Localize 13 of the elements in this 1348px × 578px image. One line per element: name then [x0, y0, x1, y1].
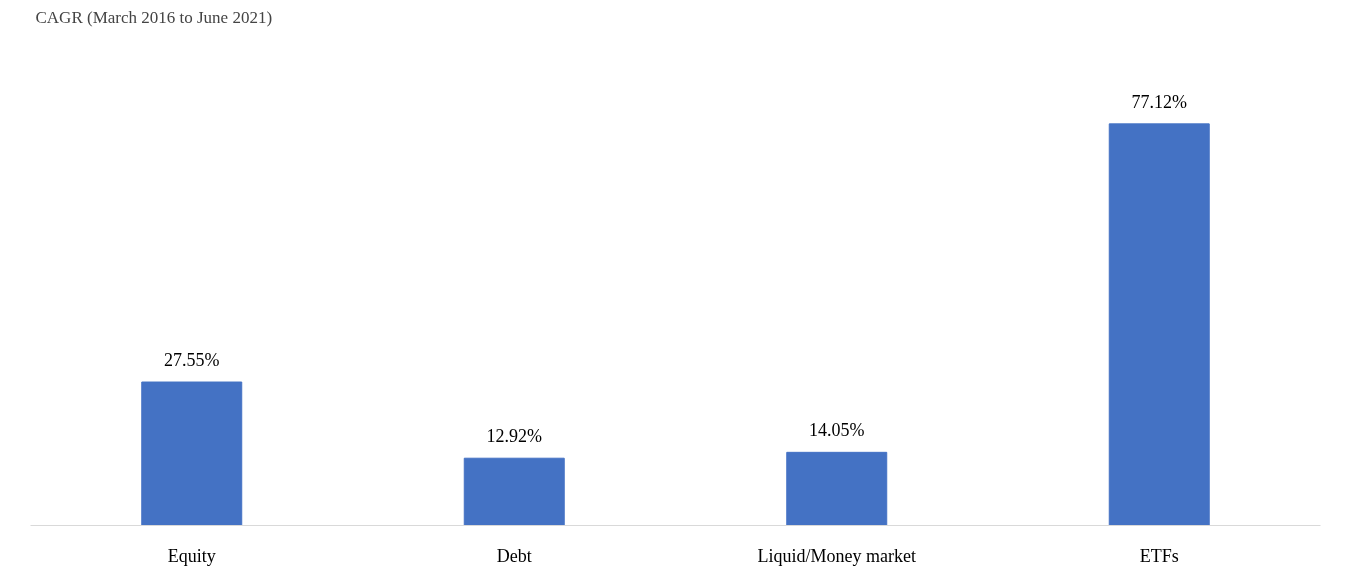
data-label: 14.05%	[809, 420, 865, 441]
x-tick-label: Debt	[496, 545, 532, 566]
chart-title: CAGR (March 2016 to June 2021)	[35, 7, 273, 27]
bar	[141, 381, 243, 526]
bar	[463, 457, 565, 526]
data-label: 77.12%	[1131, 91, 1187, 112]
bar	[786, 451, 888, 526]
data-label: 12.92%	[486, 426, 542, 447]
x-tick-label: ETFs	[1139, 545, 1179, 566]
bar	[1108, 123, 1210, 526]
data-label: 27.55%	[164, 350, 220, 371]
x-tick-label: Equity	[167, 545, 216, 566]
x-tick-label: Liquid/Money market	[757, 545, 916, 566]
